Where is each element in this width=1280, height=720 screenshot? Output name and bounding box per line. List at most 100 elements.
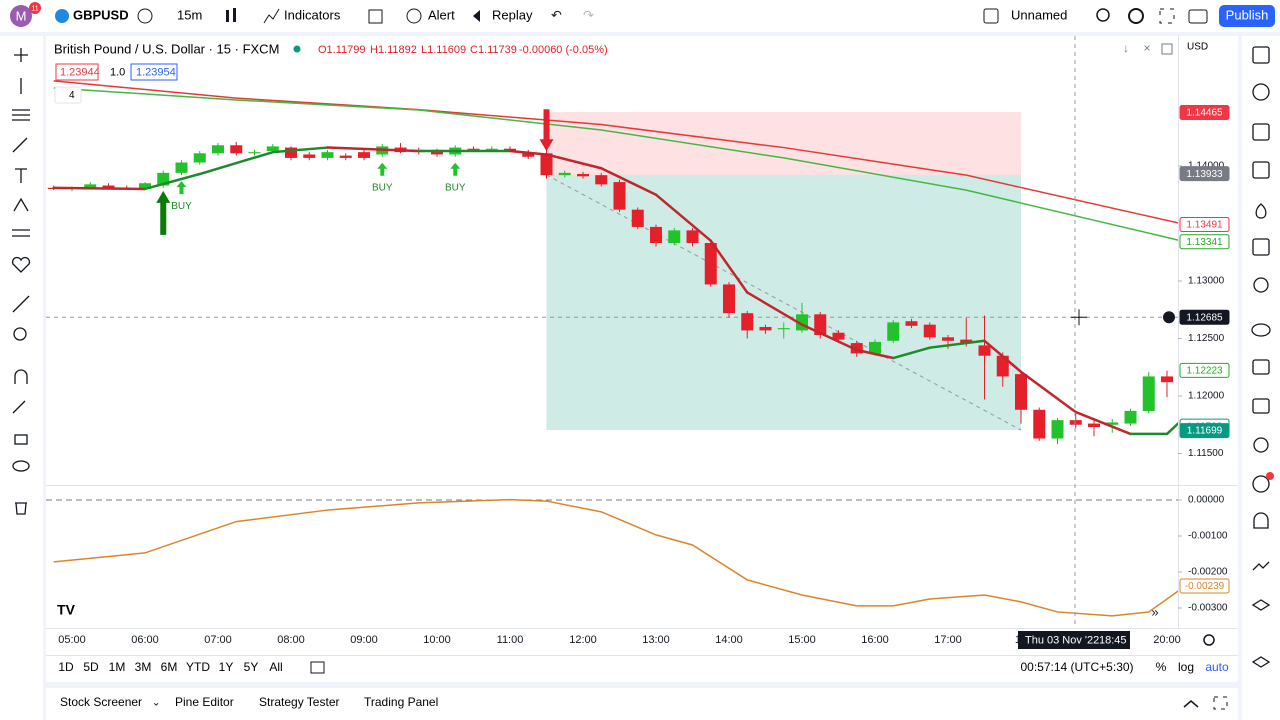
chats[interactable] — [1252, 359, 1270, 375]
undo[interactable]: ↶ — [551, 7, 562, 22]
tool-forecast[interactable] — [12, 229, 30, 237]
range-button[interactable]: 1Y — [219, 660, 234, 674]
indicators[interactable]: Indicators — [284, 7, 341, 22]
tool-brush[interactable] — [12, 137, 28, 153]
redo[interactable]: ↷ — [583, 7, 595, 22]
tool-fib[interactable] — [12, 109, 30, 121]
percent-toggle[interactable]: % — [1156, 660, 1167, 674]
panel-tab[interactable]: Strategy Tester — [259, 695, 339, 709]
replay-icon — [473, 10, 480, 22]
panel-tab[interactable]: Pine Editor — [175, 695, 234, 709]
legend-down[interactable]: ↓ — [1123, 41, 1129, 55]
y-tick-label: 0.00000 — [1188, 495, 1225, 506]
snapshot[interactable] — [1188, 9, 1208, 24]
trend-line — [983, 339, 1023, 374]
notifications[interactable] — [1252, 475, 1270, 493]
range-button[interactable]: 5Y — [244, 660, 259, 674]
maximize-panel[interactable] — [1213, 696, 1228, 710]
trading[interactable] — [1252, 561, 1270, 571]
sell-button[interactable] — [55, 63, 99, 81]
legend-close-btn[interactable]: × — [1143, 41, 1150, 55]
symbol[interactable]: GBPUSD — [73, 7, 129, 22]
bell[interactable] — [1253, 512, 1269, 529]
add-symbol[interactable] — [137, 8, 153, 24]
tips[interactable] — [1253, 437, 1269, 453]
candle-body — [84, 184, 97, 188]
trend-line — [545, 153, 603, 170]
object-tree[interactable] — [1251, 656, 1271, 668]
tool-favorite[interactable] — [11, 256, 31, 273]
auto-toggle[interactable]: auto — [1205, 660, 1229, 674]
range-button[interactable]: 5D — [83, 660, 99, 674]
replay[interactable]: Replay — [492, 7, 533, 22]
crosshair-cursor — [1071, 309, 1087, 326]
range-button[interactable]: 3M — [135, 660, 152, 674]
tool-ruler[interactable] — [12, 295, 30, 313]
settings[interactable] — [1128, 8, 1144, 24]
avatar[interactable] — [10, 5, 32, 27]
collapse-indicators[interactable] — [54, 86, 82, 104]
layout-name[interactable]: Unnamed — [1011, 7, 1067, 22]
price-tag-box — [1179, 423, 1230, 439]
private-chats[interactable] — [1252, 398, 1270, 414]
log-toggle[interactable]: log — [1178, 660, 1194, 674]
alerts[interactable] — [1252, 83, 1270, 101]
y-tick-label: -0.00100 — [1188, 531, 1228, 542]
watchlist[interactable] — [1252, 46, 1270, 64]
tool-lock[interactable] — [14, 434, 28, 445]
price-tag: 1.13341 — [1179, 234, 1230, 250]
tool-hide[interactable] — [12, 460, 30, 472]
chart-type[interactable] — [226, 10, 229, 22]
tool-text[interactable] — [15, 168, 27, 183]
range-button[interactable]: 1D — [58, 660, 74, 674]
alert[interactable]: Alert — [428, 7, 455, 22]
bottom-panel — [46, 688, 1238, 720]
range-button[interactable]: 1M — [109, 660, 126, 674]
price-tag-label: 1.12223 — [1186, 365, 1223, 376]
range-button[interactable]: YTD — [186, 660, 210, 674]
trend-line — [600, 167, 658, 196]
hotlists[interactable] — [1255, 203, 1267, 219]
calendar[interactable] — [1252, 238, 1270, 256]
tool-magnet[interactable] — [14, 369, 28, 384]
currency[interactable]: USD — [1187, 42, 1208, 53]
candle-body — [1106, 422, 1119, 425]
news[interactable] — [1252, 123, 1270, 141]
search[interactable] — [1096, 8, 1110, 22]
screener-menu[interactable]: ⌄ — [152, 698, 160, 709]
date-range[interactable] — [310, 661, 325, 674]
price-tag-label: 1.11699 — [1187, 426, 1223, 437]
candle-body — [759, 326, 772, 331]
interval[interactable]: 15m — [177, 7, 202, 22]
panel-tab[interactable]: Stock Screener — [60, 695, 142, 709]
tool-remove[interactable] — [15, 502, 27, 515]
range-button[interactable]: 6M — [161, 660, 178, 674]
fullscreen[interactable] — [1159, 8, 1175, 24]
price-tag: -0.00239 — [1179, 578, 1230, 594]
buy-button[interactable] — [130, 63, 178, 81]
crosshair-add[interactable] — [1163, 311, 1175, 324]
layers[interactable] — [1251, 599, 1271, 611]
collapse-panel[interactable] — [1183, 700, 1199, 708]
tool-zoom[interactable] — [13, 327, 27, 341]
publish-button[interactable] — [1219, 5, 1275, 27]
x-tick-label: 13:00 — [642, 634, 670, 646]
legend-maximize[interactable] — [1161, 43, 1173, 55]
y-tick-label: 1.13000 — [1188, 276, 1225, 287]
signal-label: BUY — [372, 182, 393, 193]
axis-settings[interactable] — [1203, 634, 1215, 646]
templates[interactable] — [368, 9, 383, 24]
trend-line — [928, 339, 986, 349]
tool-cursor[interactable] — [14, 48, 28, 62]
ideas[interactable] — [1253, 277, 1269, 293]
tool-pattern[interactable] — [13, 197, 29, 212]
panel-tab[interactable]: Trading Panel — [364, 695, 438, 709]
x-tick-label: 17:00 — [934, 634, 962, 646]
x-tick-label: 12:00 — [569, 634, 597, 646]
tool-stay[interactable] — [12, 400, 26, 414]
scroll-right[interactable]: » — [1151, 604, 1158, 619]
range-button[interactable]: All — [269, 660, 282, 674]
streams[interactable] — [1251, 323, 1271, 337]
data-window[interactable] — [1252, 161, 1270, 179]
